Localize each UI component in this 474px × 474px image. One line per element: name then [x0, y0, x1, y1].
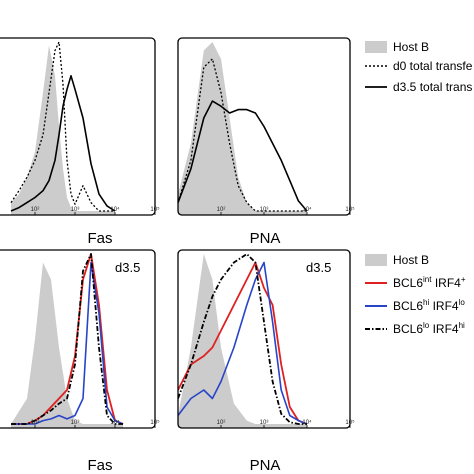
legend-label-red: BCL6int IRF4+ — [393, 275, 466, 290]
legend-label-host-bottom: Host B — [393, 253, 429, 267]
series-dashed-black-p1 — [10, 41, 115, 212]
series-dashdot-black-p4 — [178, 253, 307, 425]
xlabel-fas-bottom: Fas — [87, 457, 112, 474]
series-filled-gray-p1 — [11, 45, 115, 215]
x-tick-label: 10² — [217, 207, 226, 213]
x-tick-label: 10⁵ — [150, 206, 160, 213]
x-tick-label: 10³ — [260, 207, 269, 213]
x-tick-label: 10² — [31, 420, 40, 426]
legend-label-host-top: Host B — [393, 40, 429, 54]
legend-label-d0: d0 total transfe — [393, 59, 473, 73]
xlabel-pna-bottom: PNA — [250, 457, 281, 474]
xlabel-pna-top: PNA — [250, 230, 281, 247]
legend-top: Host B d0 total transfe d3.5 total trans — [365, 40, 473, 94]
series-solid-red-p4 — [178, 261, 308, 425]
xlabel-fas-top: Fas — [87, 230, 112, 247]
series-filled-gray-p2 — [178, 42, 307, 215]
x-tick-label: 10⁴ — [110, 206, 120, 213]
x-tick-label: 10⁵ — [345, 419, 355, 426]
series-solid-black-p2 — [178, 100, 308, 212]
x-tick-label: 10⁴ — [302, 419, 312, 426]
legend-bottom: Host B BCL6int IRF4+ BCL6hi IRF4lo BCL6l… — [365, 253, 466, 336]
x-tick-label: 10² — [217, 420, 226, 426]
x-tick-label: 10⁵ — [150, 419, 160, 426]
plot-area-3 — [11, 253, 124, 428]
series-solid-blue-p3 — [11, 261, 124, 425]
legend-swatch-host-top — [365, 41, 387, 53]
x-tick-label: 10³ — [71, 207, 80, 213]
plot-area-1 — [10, 41, 116, 215]
x-tick-label: 10² — [31, 207, 40, 213]
x-tick-label: 10³ — [71, 420, 80, 426]
legend-label-blue: BCL6hi IRF4lo — [393, 298, 465, 313]
plot-area-2 — [178, 42, 308, 215]
plot-area-4 — [178, 253, 308, 428]
x-tick-label: 10⁵ — [345, 206, 355, 213]
series-solid-black-p1 — [10, 75, 116, 212]
histogram-panel-3: 10² 10³ 10⁴ 10⁵ — [0, 249, 160, 429]
legend-swatch-host-bottom — [365, 254, 387, 266]
series-dashdot-black-p3 — [11, 253, 123, 425]
series-filled-gray-p3 — [11, 262, 123, 428]
histogram-panel-1: 10² 10³ 10⁴ 10⁵ — [0, 37, 160, 216]
legend-label-dashdot: BCL6lo IRF4hi — [393, 321, 465, 336]
annotation-d35-fas: d3.5 — [115, 260, 140, 275]
series-solid-blue-p4 — [178, 261, 308, 425]
series-solid-red-p3 — [11, 253, 124, 425]
histogram-panel-2: 10² 10³ 10⁴ 10⁵ — [177, 37, 355, 216]
legend-label-d35: d3.5 total trans — [393, 80, 472, 94]
series-filled-gray-p4 — [178, 254, 307, 428]
annotation-d35-pna: d3.5 — [306, 260, 331, 275]
x-tick-label: 10⁴ — [302, 206, 312, 213]
x-tick-label: 10⁴ — [110, 419, 120, 426]
histogram-panel-4: 10² 10³ 10⁴ 10⁵ — [177, 249, 355, 429]
x-tick-label: 10³ — [260, 420, 269, 426]
